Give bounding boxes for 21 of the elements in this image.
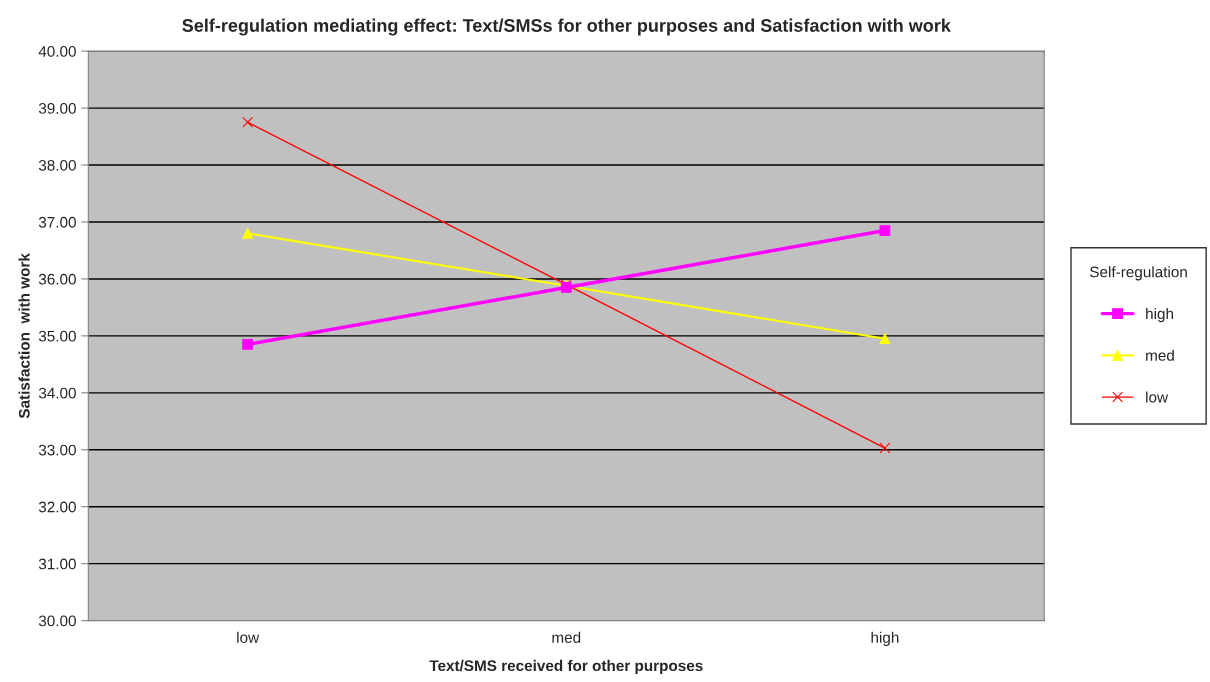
y-axis-title: Satisfaction with work — [18, 253, 30, 419]
y-tick-label: 37.00 — [38, 216, 76, 228]
y-tick-label: 40.00 — [38, 46, 76, 57]
y-tick-label: 32.00 — [38, 501, 76, 513]
x-tick-label: high — [871, 631, 899, 646]
y-tick-label: 31.00 — [38, 558, 76, 570]
y-tick-label: 35.00 — [38, 330, 76, 342]
x-axis-title: Text/SMS received for other purposes — [429, 659, 703, 675]
y-tick-label: 36.00 — [38, 273, 76, 285]
y-tick-label: 39.00 — [38, 102, 76, 114]
x-tick-label: med — [552, 631, 581, 643]
legend-label: med — [1146, 349, 1174, 361]
x-tick-label: low — [237, 631, 260, 643]
legend-label: low — [1146, 391, 1169, 403]
y-tick-label: 33.00 — [38, 444, 76, 456]
legend-label: high — [1146, 307, 1173, 323]
y-tick-label: 34.00 — [38, 387, 76, 399]
y-tick-label: 38.00 — [38, 159, 76, 171]
y-tick-label: 30.00 — [38, 615, 76, 627]
legend-title: Self-regulation — [1090, 266, 1187, 281]
chart-title: Self-regulation mediating effect: Text/SMSs for other purposes and Satisfaction with work — [182, 18, 951, 36]
